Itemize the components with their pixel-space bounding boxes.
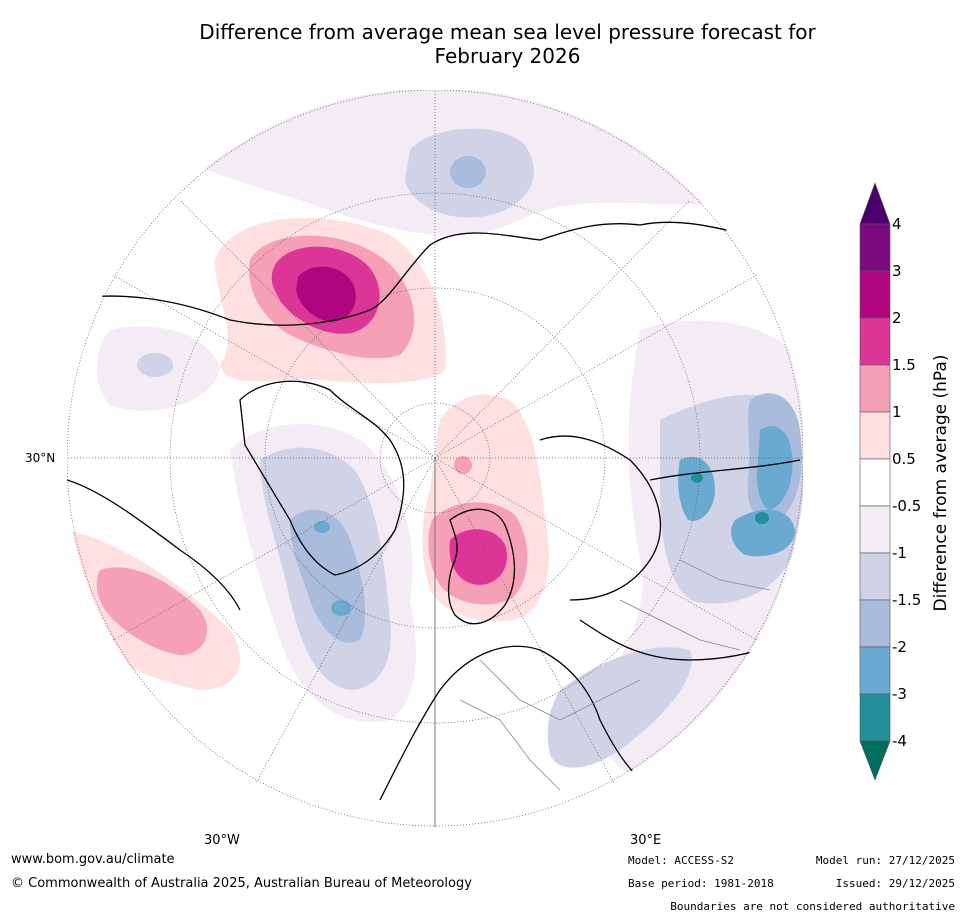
border-2 <box>459 699 561 791</box>
colorbar-tick-label: -3 <box>892 685 907 703</box>
footer-url: www.bom.gov.au/climate <box>11 852 175 867</box>
colorbar-tick-label: 2 <box>892 309 902 327</box>
colorbar-box <box>859 646 891 695</box>
colorbar-extend-min <box>859 740 891 781</box>
colorbar-box <box>859 317 891 366</box>
colorbar-tick-label: -2 <box>892 638 907 656</box>
colorbar-tick-label: -1 <box>892 544 907 562</box>
anomaly-neg-eurasia-core <box>756 426 793 510</box>
anomaly-neg-greenland-center <box>314 521 330 533</box>
colorbar-box <box>859 364 891 413</box>
colorbar-box <box>859 505 891 554</box>
anomaly-neg-north-center <box>450 156 486 188</box>
graticule <box>67 90 803 827</box>
anomaly-neg-atlantic-center <box>331 600 351 616</box>
colorbar <box>859 182 891 781</box>
colorbar-title: Difference from average (hPa) <box>931 354 951 612</box>
anomaly-pos-arctic-spot <box>454 456 472 474</box>
anomaly-pos-alaska-peak <box>296 266 356 322</box>
colorbar-tick-label: 1.5 <box>892 356 916 374</box>
anomaly-neg-siberia-core <box>678 456 715 521</box>
footer-model: Model: ACCESS-S2 <box>628 854 734 867</box>
coast-scandinavia <box>447 508 516 625</box>
coast-arctic-north <box>67 221 791 326</box>
coast-canada-east <box>67 479 241 611</box>
anomaly-neg-siberia-core-2 <box>731 509 795 557</box>
map-title: Difference from average mean sea level p… <box>120 20 895 68</box>
colorbar-box <box>859 411 891 460</box>
footer-base-period: Base period: 1981-2018 <box>628 877 774 890</box>
colorbar-tick-label: -4 <box>892 732 907 750</box>
footer-copyright: © Commonwealth of Australia 2025, Austra… <box>11 876 472 891</box>
country-borders <box>459 559 771 791</box>
footer-model-run: Model run: 27/12/2025 <box>815 854 955 867</box>
coast-siberia <box>649 459 801 481</box>
colorbar-tick-label: -0.5 <box>892 497 922 515</box>
colorbar-tick-label: 0.5 <box>892 450 916 468</box>
colorbar-box <box>859 458 891 507</box>
anomaly-neg-siberia-min-2 <box>691 473 703 483</box>
colorbar-tick-label: 1 <box>892 403 902 421</box>
colorbar-boxes <box>859 223 891 742</box>
colorbar-tick-label: 3 <box>892 262 902 280</box>
border-1 <box>479 659 641 721</box>
colorbar-box <box>859 552 891 601</box>
title-line-2: February 2026 <box>434 44 581 68</box>
border-3 <box>619 599 741 651</box>
colorbar-tick-label: -1.5 <box>892 591 922 609</box>
colorbar-box <box>859 270 891 319</box>
lat-label-30n: 30°N <box>25 451 56 465</box>
lon-label-30w: 30°W <box>204 833 240 848</box>
anomaly-pos-west-atlantic-inner <box>96 567 208 655</box>
lon-label-30e: 30°E <box>630 833 662 848</box>
colorbar-box <box>859 693 891 742</box>
border-4 <box>679 559 771 591</box>
title-line-1: Difference from average mean sea level p… <box>199 20 816 44</box>
colorbar-tick-label: 4 <box>892 215 902 233</box>
anomaly-neg-siberia-min <box>755 512 769 524</box>
map-panel <box>67 90 803 827</box>
colorbar-box <box>859 599 891 648</box>
anomaly-neg-pacific-core <box>137 353 173 377</box>
coast-greenland <box>239 380 405 576</box>
anomaly-pos-scandinavia-high <box>449 529 507 585</box>
footer-issued: Issued: 29/12/2025 <box>835 877 955 890</box>
coast-russia-north <box>539 435 662 601</box>
colorbar-box <box>859 223 891 272</box>
colorbar-extend-max <box>859 182 891 225</box>
footer-disclaimer: Boundaries are not considered authoritat… <box>670 900 955 913</box>
